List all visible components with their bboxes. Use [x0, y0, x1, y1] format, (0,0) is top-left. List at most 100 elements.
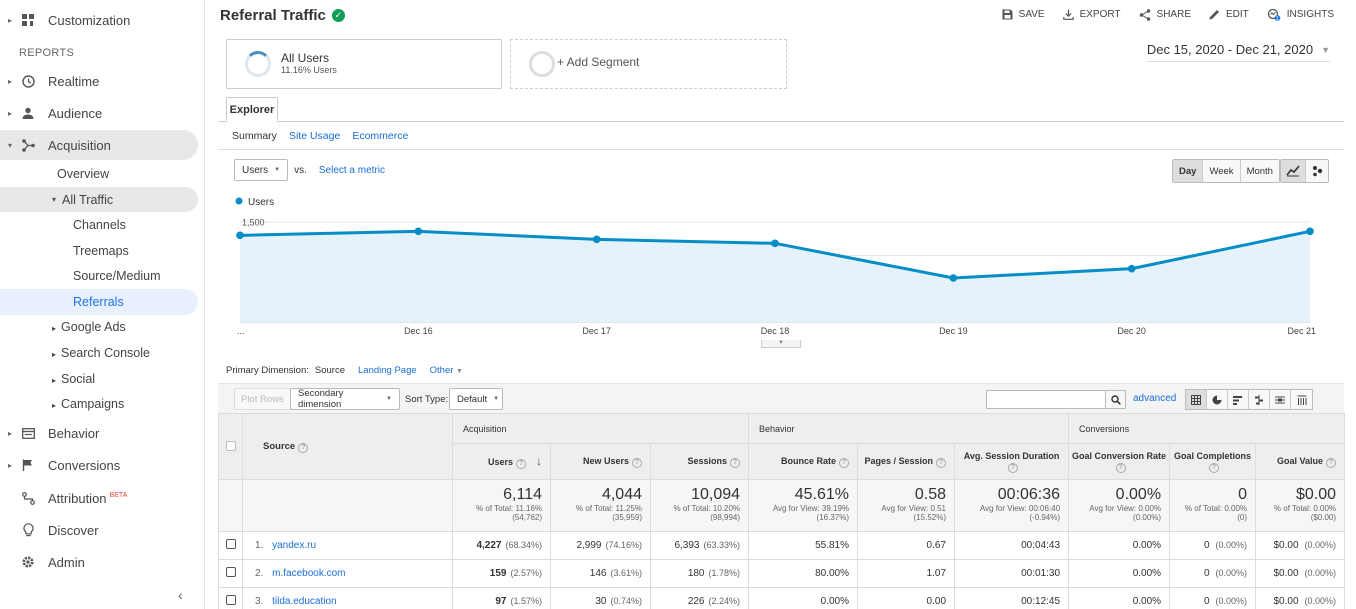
select-metric-link[interactable]: Select a metric: [318, 164, 385, 176]
source-link[interactable]: tilda.education: [272, 596, 337, 607]
totals-goal-completions-value: 0: [1238, 486, 1248, 503]
data-point-dec-19[interactable]: [949, 274, 958, 282]
new-users-column-header[interactable]: New Users?: [550, 443, 651, 480]
sidebar-item-realtime[interactable]: ▸ Realtime: [0, 68, 205, 94]
totals-goal-conv-rate-value: 0.00%: [1115, 486, 1162, 503]
help-icon[interactable]: ?: [1209, 462, 1220, 473]
help-icon[interactable]: ?: [839, 457, 850, 468]
day-button[interactable]: Day: [1173, 160, 1204, 182]
data-point-dec-16[interactable]: [414, 227, 423, 236]
sidebar-item-treemaps[interactable]: Treemaps: [73, 244, 129, 258]
save-button[interactable]: SAVE: [1002, 8, 1045, 21]
help-icon[interactable]: ?: [1326, 457, 1337, 468]
sidebar-item-discover[interactable]: Discover: [0, 517, 205, 543]
motion-chart-button[interactable]: [1306, 160, 1328, 182]
chevron-down-icon: ▼: [1321, 45, 1330, 55]
sessions-column-header[interactable]: Sessions?: [649, 443, 750, 480]
source-link[interactable]: yandex.ru: [272, 540, 317, 551]
sidebar-item-attribution[interactable]: Attribution BETA: [0, 485, 205, 511]
help-icon[interactable]: ?: [730, 457, 741, 468]
collapse-sidebar-icon[interactable]: ‹: [178, 587, 183, 603]
totals-users-sub: % of Total: 11.16%: [476, 504, 542, 513]
sidebar-item-audience[interactable]: ▸ Audience: [0, 100, 205, 126]
edit-button[interactable]: EDIT: [1209, 8, 1249, 21]
help-icon[interactable]: ?: [936, 457, 947, 468]
line-chart-button[interactable]: [1281, 160, 1306, 182]
avg-duration-column-header[interactable]: Avg. Session Duration?: [954, 443, 1070, 480]
share-button[interactable]: SHARE: [1139, 8, 1191, 21]
sidebar-item-social[interactable]: ▸ Social: [52, 372, 95, 386]
segment-all-users[interactable]: All Users 11.16% Users: [226, 39, 502, 89]
month-button[interactable]: Month: [1240, 160, 1279, 182]
svg-text:1: 1: [1276, 16, 1279, 21]
sidebar-item-conversions[interactable]: ▸ Conversions: [0, 452, 205, 478]
sidebar-item-customization[interactable]: ▸ Customization: [0, 7, 205, 33]
row-checkbox[interactable]: [225, 567, 236, 577]
source-link[interactable]: m.facebook.com: [272, 568, 346, 579]
help-icon[interactable]: ?: [516, 459, 526, 469]
pages-session-column-header[interactable]: Pages / Session?: [857, 443, 956, 480]
data-view-button[interactable]: [1186, 390, 1207, 409]
row-checkbox[interactable]: [225, 595, 236, 605]
legend-label: Users: [248, 197, 274, 208]
dimension-source[interactable]: Source: [314, 365, 345, 376]
data-point-dec-15[interactable]: [236, 231, 244, 240]
date-range-picker[interactable]: Dec 15, 2020 - Dec 21, 2020 ▼: [1146, 42, 1330, 62]
advanced-filter-link[interactable]: advanced: [1133, 393, 1177, 404]
sidebar-item-acquisition[interactable]: ▾ Acquisition: [0, 130, 198, 160]
help-icon[interactable]: ?: [298, 442, 309, 453]
metric-dropdown[interactable]: Users ▼: [234, 159, 289, 181]
sidebar-item-admin[interactable]: Admin: [0, 549, 205, 575]
table-search-input[interactable]: [986, 390, 1106, 409]
comparison-view-button[interactable]: [1249, 390, 1270, 409]
performance-view-button[interactable]: [1228, 390, 1249, 409]
dimension-landing-page[interactable]: Landing Page: [358, 365, 417, 376]
export-button[interactable]: EXPORT: [1062, 8, 1121, 21]
sidebar-item-overview[interactable]: Overview: [57, 167, 110, 181]
percentage-view-button[interactable]: [1207, 390, 1228, 409]
sidebar-item-channels[interactable]: Channels: [73, 218, 126, 232]
sort-type-dropdown[interactable]: Default ▼: [449, 388, 503, 410]
table-search-button[interactable]: [1105, 390, 1126, 409]
secondary-dimension-dropdown[interactable]: Secondary dimension ▼: [290, 388, 400, 410]
data-point-dec-20[interactable]: [1127, 264, 1136, 273]
select-all-checkbox[interactable]: [225, 440, 236, 451]
help-icon[interactable]: ?: [1115, 462, 1126, 473]
dimension-other[interactable]: Other ▼: [430, 365, 463, 376]
chart-resize-handle[interactable]: ▼: [761, 340, 801, 348]
week-button[interactable]: Week: [1203, 160, 1241, 182]
sidebar-item-campaigns[interactable]: ▸ Campaigns: [52, 397, 124, 411]
subtab-site-usage[interactable]: Site Usage: [288, 130, 341, 142]
tab-explorer[interactable]: Explorer: [226, 97, 278, 122]
subtab-summary[interactable]: Summary: [232, 130, 277, 142]
bubble-chart-icon: [1313, 166, 1323, 177]
sidebar-item-behavior[interactable]: ▸ Behavior: [0, 420, 205, 446]
plot-rows-button[interactable]: Plot Rows: [234, 388, 291, 410]
sidebar-item-source-medium[interactable]: Source/Medium: [73, 269, 161, 283]
goal-value-column-header[interactable]: Goal Value?: [1255, 443, 1346, 480]
sidebar-item-search-console[interactable]: ▸ Search Console: [52, 346, 150, 360]
help-icon[interactable]: ?: [632, 457, 642, 468]
source-column-header[interactable]: Source?: [242, 413, 453, 480]
subtab-ecommerce[interactable]: Ecommerce: [352, 130, 409, 142]
pivot-view-button[interactable]: [1291, 390, 1312, 409]
bounce-rate-column-header[interactable]: Bounce Rate?: [748, 443, 859, 480]
goal-completions-column-header[interactable]: Goal Completions?: [1169, 443, 1257, 480]
add-segment-button[interactable]: + Add Segment: [510, 39, 787, 89]
bounce-rate-cell: 80.00%: [748, 559, 859, 588]
data-point-dec-17[interactable]: [592, 235, 601, 244]
sidebar-item-referrals[interactable]: Referrals: [0, 289, 198, 315]
insights-button[interactable]: 1 INSIGHTS: [1267, 8, 1334, 21]
row-checkbox[interactable]: [225, 539, 236, 549]
sidebar-item-google-ads[interactable]: ▸ Google Ads: [52, 320, 126, 334]
bounce-rate-cell: 0.00%: [748, 587, 859, 609]
sidebar-item-all-traffic[interactable]: ▾ All Traffic: [0, 187, 198, 212]
help-icon[interactable]: ?: [1008, 462, 1019, 473]
data-point-dec-21[interactable]: [1306, 227, 1314, 236]
goal-conv-rate-column-header[interactable]: Goal Conversion Rate?: [1068, 443, 1171, 480]
users-column-header[interactable]: Users? ↓: [452, 443, 551, 480]
comparison-icon: [1255, 394, 1263, 405]
data-point-dec-18[interactable]: [771, 239, 779, 248]
totals-bounce-rate-sub2: (16.37%): [816, 513, 850, 522]
term-cloud-button[interactable]: [1270, 390, 1291, 409]
